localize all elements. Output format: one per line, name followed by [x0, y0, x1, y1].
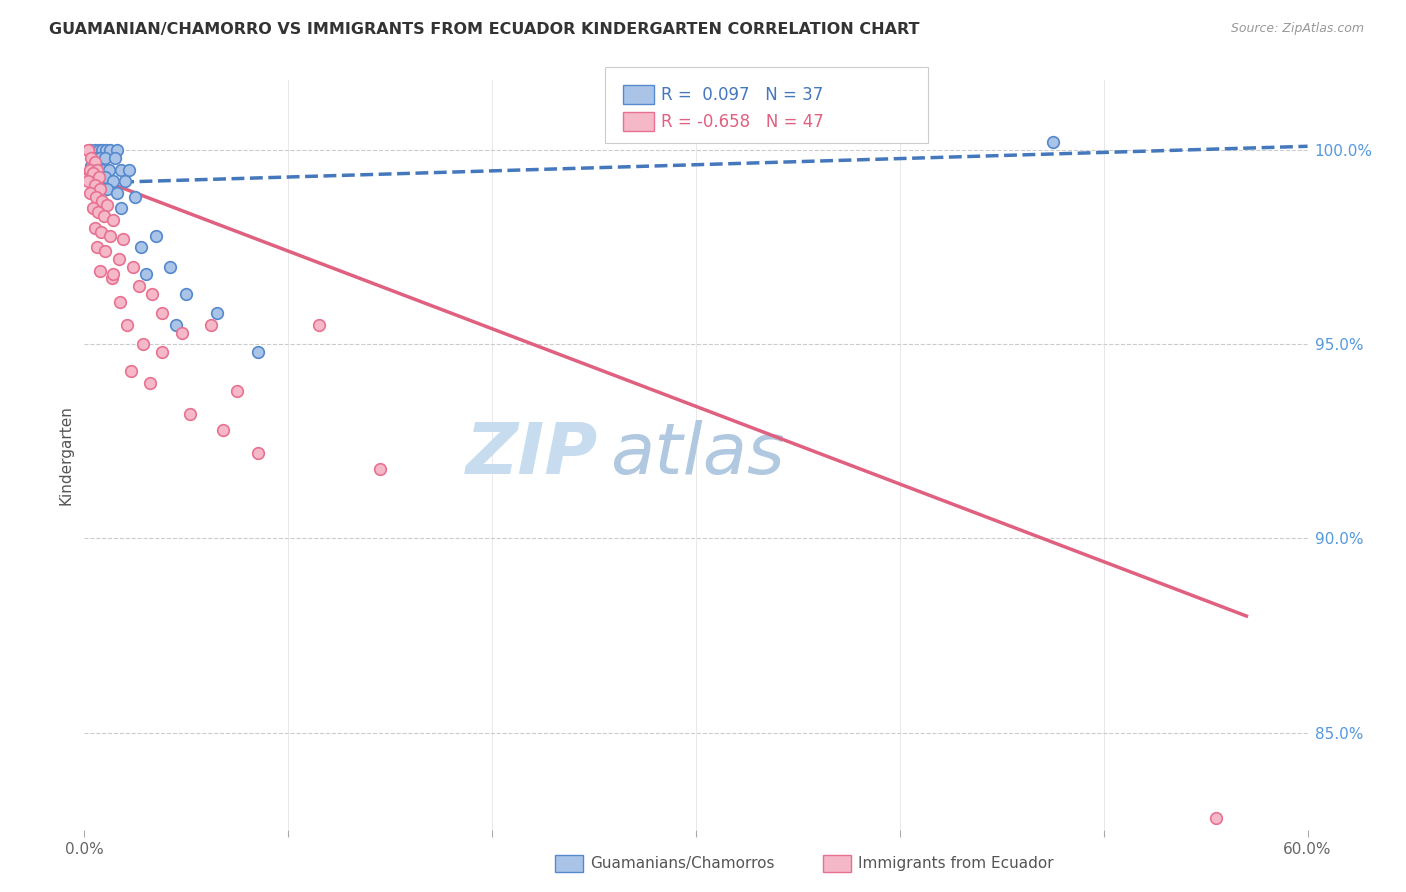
Point	[150, 345, 173, 359]
Point	[205, 306, 228, 320]
Point	[368, 461, 391, 475]
Text: Immigrants from Ecuador: Immigrants from Ecuador	[858, 856, 1053, 871]
Point	[172, 326, 194, 340]
Text: R =  0.097   N = 37: R = 0.097 N = 37	[661, 86, 823, 103]
Text: Source: ZipAtlas.com: Source: ZipAtlas.com	[1230, 22, 1364, 36]
Point	[101, 213, 124, 227]
Point	[87, 143, 110, 157]
Point	[110, 162, 132, 177]
Point	[101, 174, 124, 188]
Point	[93, 170, 115, 185]
Point	[97, 162, 120, 177]
Point	[159, 260, 181, 274]
Point	[1042, 136, 1064, 150]
Y-axis label: Kindergarten: Kindergarten	[58, 405, 73, 505]
Point	[83, 143, 105, 157]
Point	[124, 190, 146, 204]
Point	[82, 202, 104, 216]
Point	[128, 279, 150, 293]
Point	[94, 143, 117, 157]
Text: ZIP: ZIP	[465, 420, 598, 490]
Point	[86, 205, 108, 219]
Point	[89, 151, 111, 165]
Point	[96, 182, 118, 196]
Point	[98, 228, 121, 243]
Point	[77, 143, 100, 157]
Point	[200, 318, 222, 332]
Point	[93, 209, 115, 223]
Point	[115, 318, 138, 332]
Point	[83, 170, 105, 185]
Point	[89, 182, 111, 196]
Point	[179, 407, 201, 421]
Point	[91, 162, 114, 177]
Point	[86, 240, 108, 254]
Point	[138, 376, 160, 390]
Point	[77, 174, 100, 188]
Point	[101, 271, 124, 285]
Point	[84, 190, 107, 204]
Point	[108, 252, 131, 266]
Text: GUAMANIAN/CHAMORRO VS IMMIGRANTS FROM ECUADOR KINDERGARTEN CORRELATION CHART: GUAMANIAN/CHAMORRO VS IMMIGRANTS FROM EC…	[49, 22, 920, 37]
Point	[1205, 811, 1227, 825]
Point	[101, 268, 124, 282]
Point	[93, 244, 115, 259]
Point	[114, 174, 136, 188]
Point	[118, 162, 141, 177]
Point	[105, 143, 128, 157]
Point	[150, 306, 173, 320]
Point	[135, 268, 157, 282]
Point	[141, 286, 163, 301]
Point	[89, 263, 111, 277]
Point	[83, 178, 105, 193]
Point	[80, 151, 103, 165]
Point	[93, 151, 115, 165]
Text: Guamanians/Chamorros: Guamanians/Chamorros	[591, 856, 775, 871]
Point	[90, 143, 112, 157]
Point	[83, 220, 105, 235]
Point	[122, 260, 145, 274]
Point	[108, 294, 131, 309]
Point	[112, 232, 135, 246]
Point	[82, 166, 104, 180]
Point	[246, 446, 269, 460]
Point	[132, 337, 155, 351]
Point	[165, 318, 187, 332]
Point	[90, 194, 112, 208]
Point	[174, 286, 197, 301]
Point	[226, 384, 249, 398]
Point	[84, 159, 107, 173]
Point	[105, 186, 128, 200]
Point	[308, 318, 330, 332]
Point	[110, 202, 132, 216]
Point	[104, 151, 127, 165]
Point	[80, 159, 103, 173]
Text: atlas: atlas	[610, 420, 785, 490]
Point	[87, 170, 110, 185]
Point	[145, 228, 167, 243]
Point	[79, 143, 101, 157]
Point	[131, 240, 153, 254]
Point	[87, 170, 110, 185]
Point	[82, 151, 104, 165]
Point	[246, 345, 269, 359]
Point	[120, 364, 142, 378]
Point	[83, 154, 105, 169]
Point	[83, 182, 105, 196]
Point	[79, 186, 101, 200]
Point	[98, 143, 121, 157]
Point	[90, 225, 112, 239]
Point	[86, 162, 108, 177]
Text: R = -0.658   N = 47: R = -0.658 N = 47	[661, 113, 824, 131]
Point	[212, 423, 235, 437]
Point	[86, 151, 108, 165]
Point	[96, 197, 118, 211]
Point	[79, 162, 101, 177]
